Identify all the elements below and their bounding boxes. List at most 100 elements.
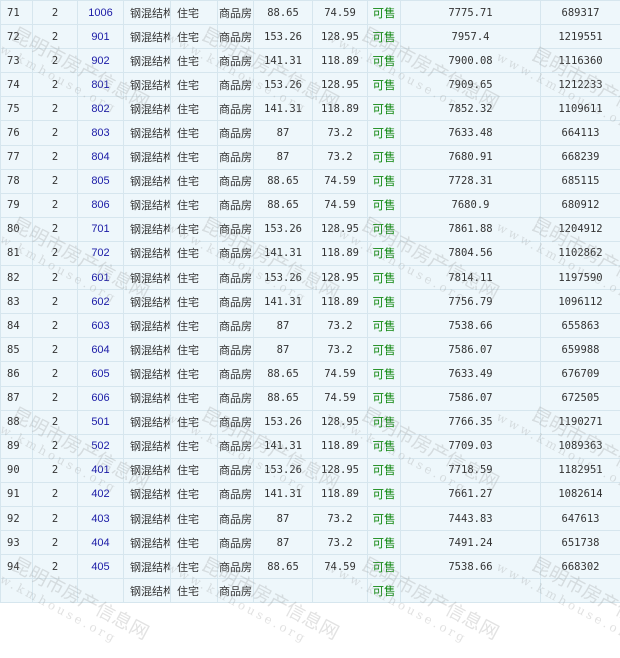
building-number-cell: 2 bbox=[33, 531, 78, 555]
total-price-cell: 1219551 bbox=[541, 25, 620, 49]
sale-status-cell: 可售 bbox=[368, 531, 401, 555]
sale-status-cell: 可售 bbox=[368, 579, 401, 603]
building-number-cell: 2 bbox=[33, 410, 78, 434]
property-type-cell: 商品房 bbox=[218, 193, 254, 217]
building-number-cell: 2 bbox=[33, 555, 78, 579]
room-link[interactable]: 1006 bbox=[88, 7, 112, 19]
structure-cell: 钢混结构 bbox=[124, 314, 171, 338]
unit-price-cell: 7443.83 bbox=[401, 506, 541, 530]
unit-price-cell: 7709.03 bbox=[401, 434, 541, 458]
room-link[interactable]: 804 bbox=[91, 151, 109, 163]
building-number-cell: 2 bbox=[33, 314, 78, 338]
property-type-cell: 商品房 bbox=[218, 217, 254, 241]
building-number-cell: 2 bbox=[33, 169, 78, 193]
unit-index-cell: 84 bbox=[1, 314, 33, 338]
room-link[interactable]: 402 bbox=[91, 488, 109, 500]
building-number-cell: 2 bbox=[33, 386, 78, 410]
unit-price-cell: 7633.49 bbox=[401, 362, 541, 386]
usage-cell: 住宅 bbox=[171, 290, 218, 314]
structure-cell: 钢混结构 bbox=[124, 579, 171, 603]
usage-cell: 住宅 bbox=[171, 482, 218, 506]
room-number-cell bbox=[78, 579, 124, 603]
usage-cell: 住宅 bbox=[171, 241, 218, 265]
floor-area-cell: 88.65 bbox=[254, 1, 313, 25]
unit-price-cell: 7804.56 bbox=[401, 241, 541, 265]
room-number-cell: 803 bbox=[78, 121, 124, 145]
unit-index-cell: 76 bbox=[1, 121, 33, 145]
floor-area-cell: 87 bbox=[254, 338, 313, 362]
room-number-cell: 404 bbox=[78, 531, 124, 555]
room-link[interactable]: 701 bbox=[91, 223, 109, 235]
room-link[interactable]: 502 bbox=[91, 440, 109, 452]
room-link[interactable]: 901 bbox=[91, 31, 109, 43]
usage-cell: 住宅 bbox=[171, 73, 218, 97]
property-type-cell: 商品房 bbox=[218, 555, 254, 579]
inner-area-cell: 128.95 bbox=[313, 25, 368, 49]
room-link[interactable]: 803 bbox=[91, 127, 109, 139]
room-link[interactable]: 604 bbox=[91, 344, 109, 356]
inner-area-cell: 74.59 bbox=[313, 386, 368, 410]
structure-cell: 钢混结构 bbox=[124, 338, 171, 362]
room-link[interactable]: 601 bbox=[91, 272, 109, 284]
structure-cell: 钢混结构 bbox=[124, 266, 171, 290]
unit-index-cell: 81 bbox=[1, 241, 33, 265]
unit-index-cell: 75 bbox=[1, 97, 33, 121]
total-price-cell: 1082614 bbox=[541, 482, 620, 506]
room-link[interactable]: 401 bbox=[91, 464, 109, 476]
structure-cell: 钢混结构 bbox=[124, 73, 171, 97]
inner-area-cell: 128.95 bbox=[313, 266, 368, 290]
property-type-cell: 商品房 bbox=[218, 579, 254, 603]
room-number-cell: 403 bbox=[78, 506, 124, 530]
room-link[interactable]: 606 bbox=[91, 392, 109, 404]
room-link[interactable]: 806 bbox=[91, 199, 109, 211]
total-price-cell: 664113 bbox=[541, 121, 620, 145]
inner-area-cell: 128.95 bbox=[313, 217, 368, 241]
room-link[interactable]: 603 bbox=[91, 320, 109, 332]
total-price-cell bbox=[541, 579, 620, 603]
sale-status-cell: 可售 bbox=[368, 217, 401, 241]
room-link[interactable]: 802 bbox=[91, 103, 109, 115]
inner-area-cell: 118.89 bbox=[313, 482, 368, 506]
structure-cell: 钢混结构 bbox=[124, 1, 171, 25]
total-price-cell: 1190271 bbox=[541, 410, 620, 434]
usage-cell: 住宅 bbox=[171, 410, 218, 434]
room-link[interactable]: 501 bbox=[91, 416, 109, 428]
property-type-cell: 商品房 bbox=[218, 458, 254, 482]
room-link[interactable]: 605 bbox=[91, 368, 109, 380]
total-price-cell: 685115 bbox=[541, 169, 620, 193]
building-number-cell: 2 bbox=[33, 217, 78, 241]
room-link[interactable]: 702 bbox=[91, 247, 109, 259]
unit-price-cell: 7756.79 bbox=[401, 290, 541, 314]
room-link[interactable]: 602 bbox=[91, 296, 109, 308]
room-number-cell: 901 bbox=[78, 25, 124, 49]
sale-status-cell: 可售 bbox=[368, 241, 401, 265]
room-link[interactable]: 805 bbox=[91, 175, 109, 187]
building-number-cell: 2 bbox=[33, 482, 78, 506]
unit-index-cell: 93 bbox=[1, 531, 33, 555]
structure-cell: 钢混结构 bbox=[124, 506, 171, 530]
room-link[interactable]: 404 bbox=[91, 537, 109, 549]
building-number-cell: 2 bbox=[33, 338, 78, 362]
unit-index-cell: 74 bbox=[1, 73, 33, 97]
unit-price-cell: 7661.27 bbox=[401, 482, 541, 506]
structure-cell: 钢混结构 bbox=[124, 555, 171, 579]
room-link[interactable]: 902 bbox=[91, 55, 109, 67]
unit-price-cell: 7900.08 bbox=[401, 49, 541, 73]
property-type-cell: 商品房 bbox=[218, 49, 254, 73]
property-type-cell: 商品房 bbox=[218, 338, 254, 362]
usage-cell: 住宅 bbox=[171, 506, 218, 530]
unit-index-cell: 73 bbox=[1, 49, 33, 73]
room-link[interactable]: 801 bbox=[91, 79, 109, 91]
total-price-cell: 680912 bbox=[541, 193, 620, 217]
room-link[interactable]: 405 bbox=[91, 561, 109, 573]
usage-cell: 住宅 bbox=[171, 338, 218, 362]
building-number-cell: 2 bbox=[33, 434, 78, 458]
unit-index-cell: 71 bbox=[1, 1, 33, 25]
total-price-cell: 659988 bbox=[541, 338, 620, 362]
room-link[interactable]: 403 bbox=[91, 513, 109, 525]
usage-cell: 住宅 bbox=[171, 386, 218, 410]
inner-area-cell: 128.95 bbox=[313, 73, 368, 97]
